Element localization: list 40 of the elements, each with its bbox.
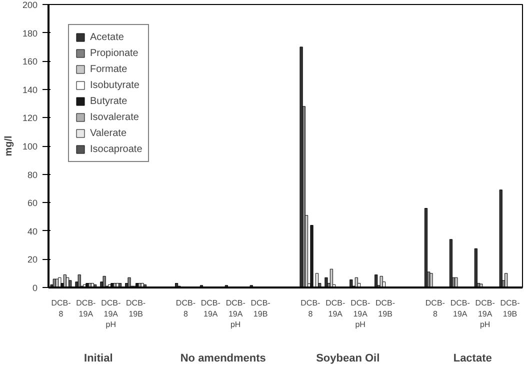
x-tick-label: DCB-8	[51, 298, 72, 318]
x-tick-label: DCB-19B	[376, 298, 396, 318]
text: No amendments	[180, 352, 266, 364]
y-tick-label: 0	[32, 283, 38, 293]
x-tick-label: DCB-19A pH	[475, 298, 496, 330]
legend-label: Propionate	[90, 47, 138, 59]
y-tick-label: 100	[22, 142, 38, 152]
x-tick-label: DCB-19A pH	[101, 298, 121, 330]
legend-label: Isobutyrate	[90, 79, 140, 91]
legend-label: Isocaproate	[90, 143, 142, 155]
x-tick-label: DCB-19A	[200, 298, 221, 318]
text: Initial	[84, 352, 113, 364]
x-tick-label: DCB-8	[176, 298, 196, 318]
y-tick-label: 60	[27, 198, 38, 208]
legend-label: Isovalerate	[90, 111, 139, 123]
x-tick-label: DCB-8	[425, 298, 446, 318]
legend-label: Butyrate	[90, 95, 128, 107]
text: Lactate	[453, 352, 492, 364]
y-tick-label: 200	[22, 0, 38, 10]
legend-label: Formate	[90, 63, 128, 75]
x-tick-label: DCB-19B	[250, 298, 271, 318]
legend-label: Acetate	[90, 31, 124, 43]
x-tick-label: DCB-19B	[126, 298, 146, 318]
x-tick-label: DCB-19A	[326, 298, 346, 318]
x-tick-label: DCB-19A pH	[350, 298, 370, 330]
x-tick-label: DCB-19A pH	[226, 298, 246, 330]
x-tick-label: DCB-19A	[76, 298, 96, 318]
y-tick-label: 40	[27, 226, 38, 236]
x-tick-label: DCB-19A	[450, 298, 470, 318]
y-tick-label: 120	[22, 113, 38, 124]
y-tick-label: 20	[27, 254, 38, 265]
x-tick-label: DCB-19B	[500, 298, 520, 318]
x-tick-label: DCB-8	[300, 298, 321, 318]
y-tick-label: 140	[22, 84, 38, 95]
text: Soybean Oil	[316, 352, 380, 364]
y-tick-label: 80	[27, 170, 38, 180]
legend-label: Valerate	[90, 127, 127, 139]
y-tick-label: 160	[22, 56, 38, 67]
y-axis-title: mg/l	[3, 136, 14, 156]
y-tick-label: 180	[22, 28, 38, 38]
